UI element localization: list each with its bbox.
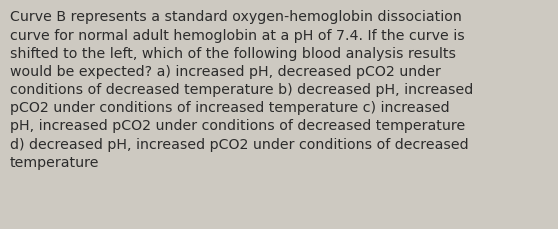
Text: Curve B represents a standard oxygen-hemoglobin dissociation
curve for normal ad: Curve B represents a standard oxygen-hem… — [10, 10, 473, 169]
